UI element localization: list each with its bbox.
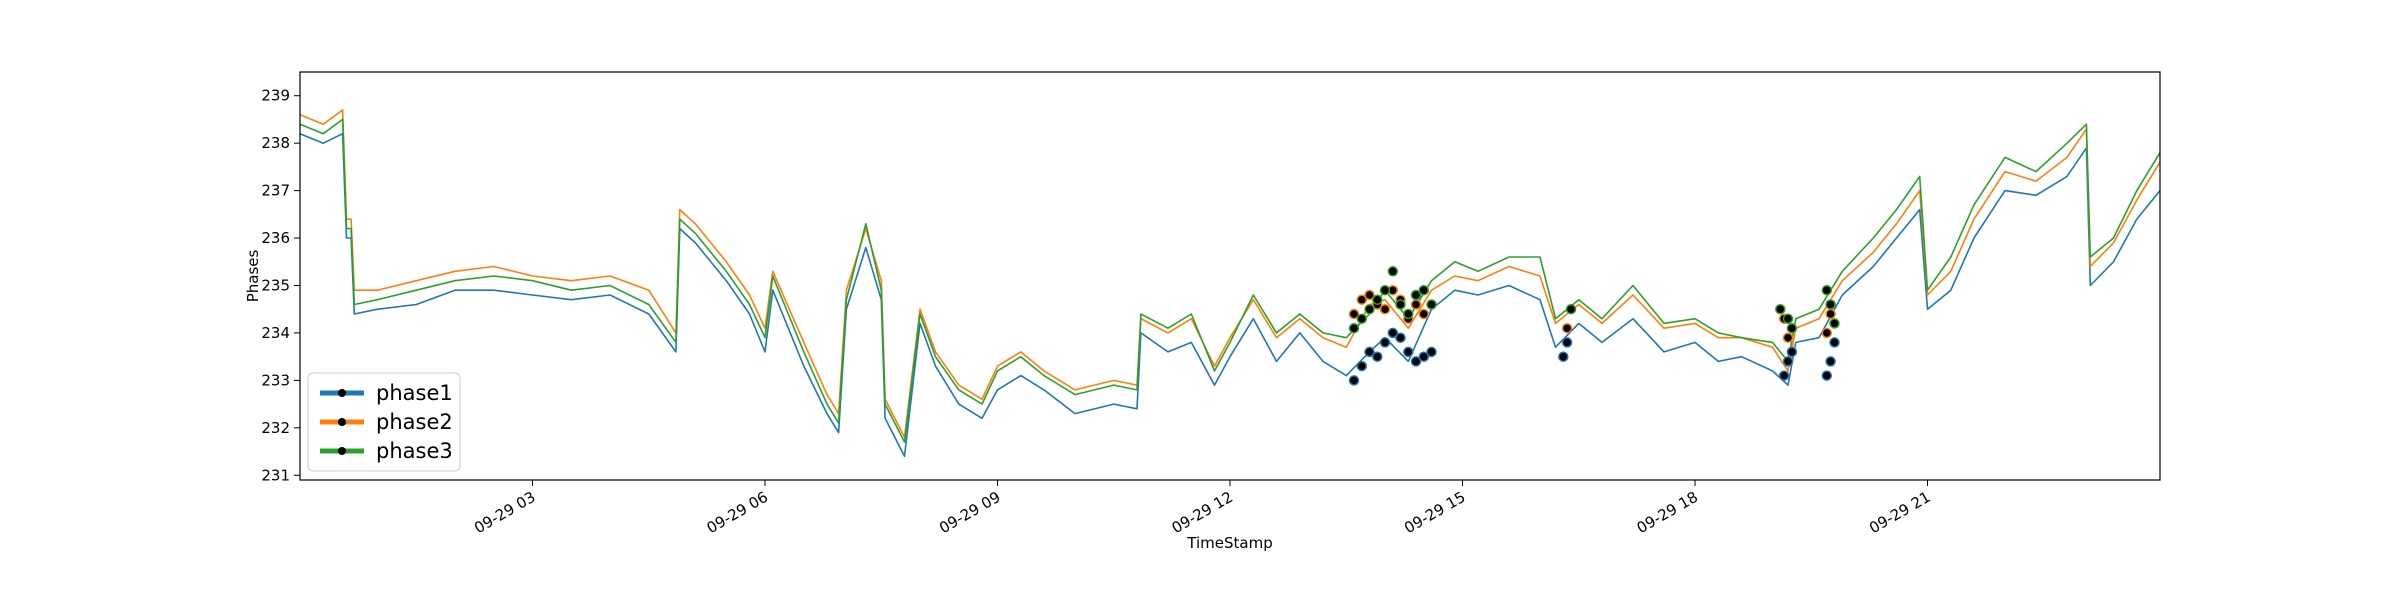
anomaly-point-phase1 — [1379, 337, 1391, 348]
y-axis-label: Phases — [244, 250, 262, 303]
y-tick-label: 234 — [261, 324, 290, 342]
legend-marker-phase1 — [338, 389, 346, 397]
anomaly-point-phase1 — [1778, 370, 1790, 381]
anomaly-point-phase2 — [1825, 308, 1836, 320]
anomaly-point-phase3 — [1379, 284, 1391, 296]
anomaly-point-phase2 — [1821, 327, 1833, 339]
anomaly-point-phase3 — [1364, 303, 1375, 315]
y-tick-label: 232 — [261, 419, 290, 437]
anomaly-point-phase2 — [1561, 322, 1573, 334]
legend-label-phase3: phase3 — [376, 439, 453, 463]
anomaly-point-phase3 — [1775, 303, 1786, 315]
anomaly-point-phase3 — [1403, 308, 1414, 320]
anomaly-point-phase1 — [1356, 360, 1368, 372]
anomaly-point-phase1 — [1403, 346, 1414, 358]
anomaly-point-phase1 — [1426, 346, 1437, 358]
anomaly-point-phase1 — [1387, 327, 1399, 339]
series-layer — [299, 109, 2161, 458]
anomaly-point-phase1 — [1825, 356, 1836, 367]
series-line-phase1 — [299, 132, 2161, 458]
y-tick-label: 236 — [261, 229, 290, 247]
anomaly-point-phase3 — [1418, 284, 1430, 296]
anomaly-point-phase1 — [1410, 356, 1422, 367]
y-tick-label: 231 — [261, 466, 290, 484]
anomaly-point-phase1 — [1348, 375, 1360, 386]
y-tick-label: 239 — [261, 87, 290, 105]
anomaly-point-phase1 — [1821, 370, 1833, 381]
anomaly-point-phase2 — [1364, 289, 1375, 301]
anomaly-point-phase1 — [1561, 337, 1573, 348]
anomaly-point-phase2 — [1410, 299, 1422, 310]
legend-label-phase1: phase1 — [376, 381, 453, 405]
anomaly-point-phase3 — [1786, 322, 1798, 334]
anomaly-point-phase1 — [1395, 332, 1406, 343]
anomaly-point-phase1 — [1418, 351, 1430, 362]
anomaly-point-phase3 — [1395, 299, 1406, 310]
y-tick-label: 233 — [261, 371, 290, 389]
anomaly-point-phase3 — [1426, 299, 1437, 310]
anomaly-point-phase1 — [1364, 346, 1375, 358]
anomaly-point-phase3 — [1356, 313, 1368, 324]
anomaly-point-phase1 — [1829, 337, 1840, 348]
legend-marker-phase2 — [338, 418, 346, 426]
series-line-phase3 — [299, 118, 2161, 443]
anomaly-point-phase2 — [1782, 332, 1794, 343]
legend-label-phase2: phase2 — [376, 410, 453, 434]
anomaly-point-phase3 — [1565, 303, 1577, 315]
legend-box — [307, 372, 461, 472]
anomaly-point-phase3 — [1410, 289, 1422, 301]
anomaly-point-phase3 — [1348, 322, 1360, 334]
anomaly-point-phase2 — [1348, 308, 1360, 320]
y-tick-label: 238 — [261, 134, 290, 152]
anomaly-point-phase3 — [1829, 318, 1840, 329]
anomaly-point-phase3 — [1821, 284, 1833, 296]
x-axis-label: TimeStamp — [1186, 534, 1272, 552]
anomaly-point-phase1 — [1782, 356, 1794, 367]
anomaly-layer — [1348, 266, 1840, 386]
anomaly-point-phase3 — [1782, 313, 1794, 324]
anomaly-point-phase3 — [1387, 266, 1399, 277]
anomaly-point-phase3 — [1372, 294, 1383, 305]
y-tick-label: 237 — [261, 182, 290, 200]
y-axis: 231 232 233 234 235 236 237 238 239 — [261, 87, 300, 484]
anomaly-point-phase1 — [1558, 351, 1569, 362]
anomaly-point-phase2 — [1379, 303, 1391, 315]
anomaly-point-phase3 — [1825, 299, 1836, 310]
anomaly-point-phase1 — [1786, 346, 1798, 358]
anomaly-point-phase2 — [1356, 294, 1368, 305]
anomaly-point-phase2 — [1418, 308, 1430, 320]
legend: phase1 phase2 phase3 — [307, 372, 461, 472]
y-tick-label: 235 — [261, 276, 290, 294]
anomaly-point-phase1 — [1372, 351, 1383, 362]
legend-marker-phase3 — [338, 447, 346, 455]
